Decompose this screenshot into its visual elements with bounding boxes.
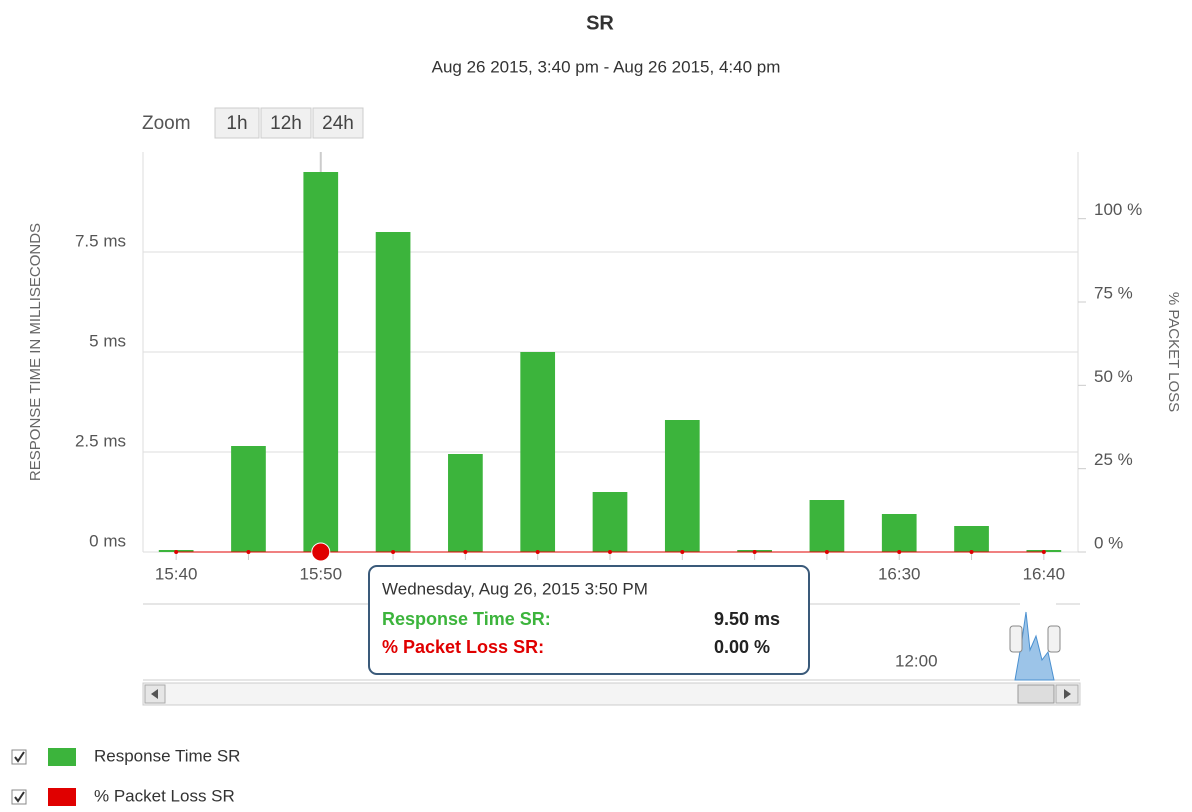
legend-swatch	[48, 748, 76, 766]
bar	[809, 500, 845, 552]
bar	[954, 526, 989, 552]
scrollbar-thumb[interactable]	[1017, 684, 1055, 704]
navigator-handle[interactable]	[1047, 625, 1061, 653]
zoom-button-label: 12h	[270, 113, 302, 134]
bar	[592, 492, 628, 552]
navigator: 12:00	[142, 603, 1081, 706]
legend-label[interactable]: % Packet Loss SR	[94, 786, 235, 805]
bar	[520, 352, 556, 552]
y-tick-label: 0 ms	[89, 531, 126, 550]
point	[680, 550, 685, 554]
point	[246, 550, 251, 554]
point	[391, 550, 396, 554]
y-tick-label: 7.5 ms	[75, 231, 126, 250]
x-tick-label: 15:50	[299, 564, 342, 583]
y-tick-label: 2.5 ms	[75, 431, 126, 450]
zoom-label: Zoom	[142, 113, 191, 134]
tooltip-label: Response Time SR:	[382, 609, 551, 629]
point	[897, 550, 902, 554]
zoom-button[interactable]	[312, 107, 364, 139]
zoom-button-label: 24h	[322, 113, 354, 134]
tooltip: Wednesday, Aug 26, 2015 3:50 PM Response …	[368, 565, 810, 675]
bar	[448, 454, 483, 552]
zoom-button[interactable]	[260, 107, 312, 139]
chart-title: SR	[586, 12, 614, 34]
scrollbar-track[interactable]	[142, 682, 1081, 706]
x-tick-label: 16:40	[1023, 564, 1066, 583]
y2-axis-title: % PACKET LOSS	[1165, 292, 1182, 412]
y-axis-title: RESPONSE TIME IN MILLISECONDS	[27, 223, 44, 481]
point	[969, 550, 974, 554]
navigator-handle[interactable]	[1009, 625, 1023, 653]
y2-tick-label: 75 %	[1094, 283, 1133, 302]
zoom-button-label: 1h	[226, 113, 247, 134]
y2-tick-label: 25 %	[1094, 450, 1133, 469]
point	[752, 550, 757, 554]
arrow	[151, 689, 158, 699]
navigator-label: 12:00	[895, 651, 938, 670]
tooltip-box	[368, 565, 810, 675]
point	[535, 550, 540, 554]
bar	[303, 172, 339, 552]
bar	[375, 232, 411, 552]
y-tick-label: 5 ms	[89, 331, 126, 350]
point	[463, 550, 468, 554]
legend-check	[14, 791, 25, 803]
navigator-series	[1014, 611, 1055, 681]
y2-tick-label: 50 %	[1094, 367, 1133, 386]
bar	[231, 446, 266, 552]
tooltip-value: 0.00 %	[714, 637, 770, 657]
chart-subtitle: Aug 26 2015, 3:40 pm - Aug 26 2015, 4:40…	[432, 57, 781, 76]
y2-tick-label: 0 %	[1094, 533, 1123, 552]
zoom-button[interactable]	[214, 107, 260, 139]
y2-tick-label: 100 %	[1094, 200, 1142, 219]
point	[311, 542, 331, 562]
point	[174, 550, 179, 554]
legend-label[interactable]: Response Time SR	[94, 746, 240, 765]
tooltip-value: 9.50 ms	[714, 609, 780, 629]
point	[824, 550, 829, 554]
legend-check	[14, 751, 25, 763]
point	[608, 550, 612, 554]
x-tick-label: 16:30	[878, 564, 921, 583]
legend-swatch	[48, 788, 76, 806]
arrow	[1064, 689, 1071, 699]
point	[1041, 550, 1046, 554]
tooltip-label: % Packet Loss SR:	[382, 637, 544, 657]
bar	[881, 514, 917, 552]
x-tick-label: 15:40	[155, 564, 198, 583]
tooltip-header: Wednesday, Aug 26, 2015 3:50 PM	[382, 579, 648, 598]
bar	[664, 420, 700, 552]
